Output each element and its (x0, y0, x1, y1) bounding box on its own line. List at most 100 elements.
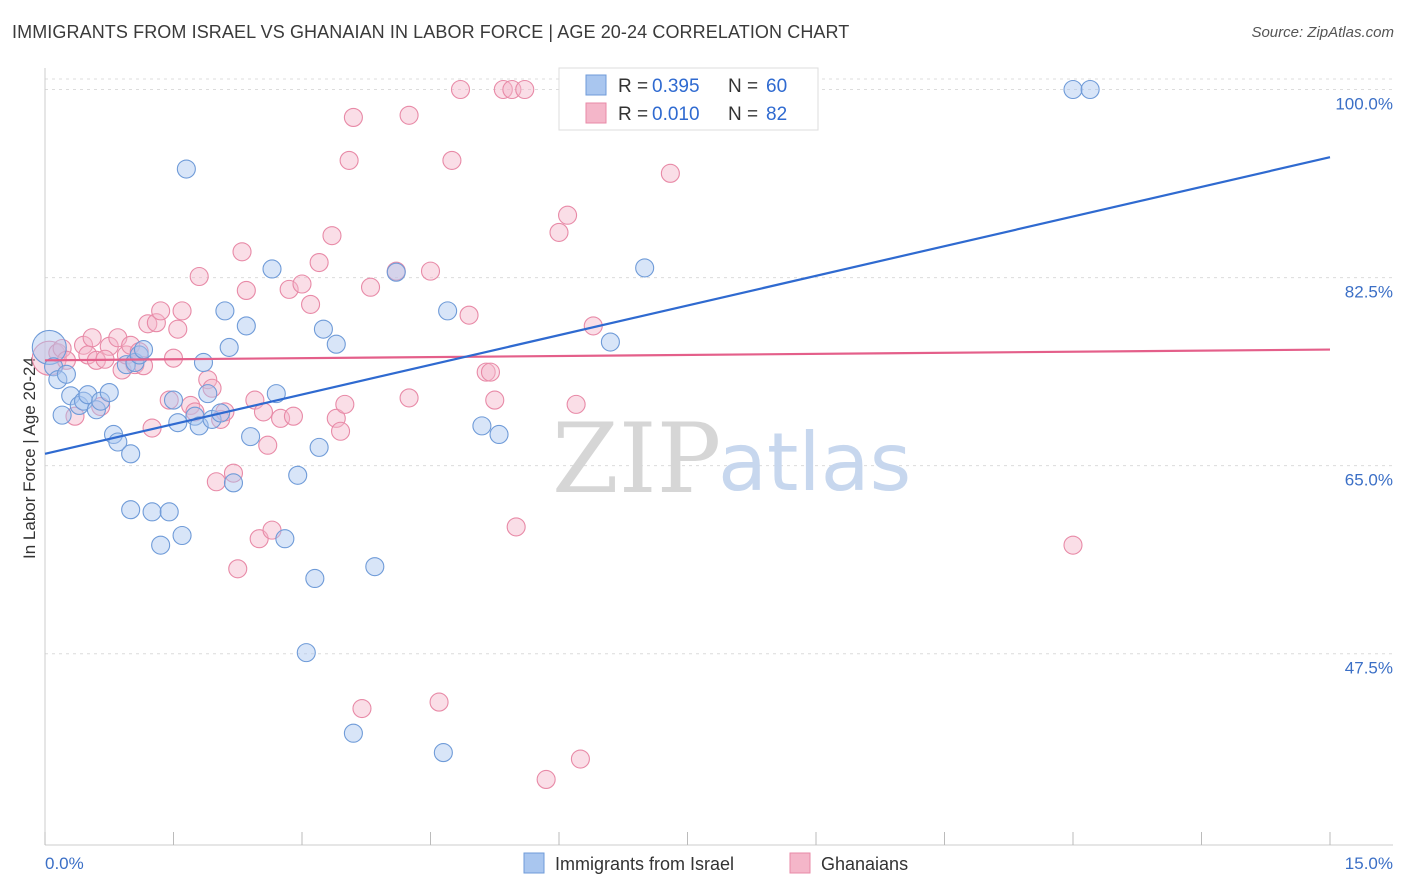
ghanaians-point (189, 266, 209, 287)
ghanaians-point (459, 305, 479, 325)
ghanaians-point (146, 313, 166, 333)
x-tick-marks (44, 832, 1331, 845)
y-axis-label: In Labor Force | Age 20-24 (20, 357, 39, 559)
israel-point (433, 743, 453, 763)
israel-points (31, 79, 1100, 763)
ghanaians-point (480, 362, 501, 382)
israel-point (163, 390, 184, 410)
israel-point (215, 301, 235, 321)
israel-point (489, 424, 509, 445)
y-tick-labels: 47.5% 65.0% 82.5% 100.0% (1335, 94, 1393, 677)
israel-point (159, 502, 179, 522)
israel-trend-line (44, 156, 1331, 455)
ghanaians-point (151, 301, 171, 321)
ghanaians-point (1063, 535, 1083, 555)
legend-pink-n-label: N = (728, 104, 758, 125)
ghanaians-point (360, 277, 381, 297)
y-tick-label: 100.0% (1335, 94, 1393, 113)
ghanaians-point (283, 406, 303, 426)
israel-point (219, 337, 239, 357)
israel-point (172, 525, 192, 546)
ghanaians-point (399, 105, 419, 125)
israel-point (266, 384, 286, 404)
israel-point (223, 473, 244, 493)
israel-point (275, 529, 295, 549)
israel-point (121, 500, 141, 520)
israel-point (31, 329, 67, 365)
ghanaians-point (236, 280, 256, 301)
ghanaians-point (292, 274, 312, 294)
watermark: ZIP atlas (552, 403, 911, 515)
israel-point (86, 400, 106, 420)
ghanaians-point (279, 279, 299, 299)
israel-point (386, 262, 406, 282)
ghanaians-point (168, 319, 188, 339)
chart-title: IMMIGRANTS FROM ISRAEL VS GHANAIAN IN LA… (12, 22, 850, 42)
israel-point (343, 723, 363, 743)
israel-point (365, 557, 385, 577)
ghanaians-point (301, 294, 321, 314)
israel-point (326, 334, 346, 354)
ghanaians-point (485, 390, 505, 410)
y-tick-label: 47.5% (1345, 659, 1393, 678)
israel-point (472, 416, 492, 436)
israel-point (1080, 79, 1100, 100)
watermark-zip: ZIP (552, 403, 721, 515)
israel-point (151, 535, 171, 555)
ghanaians-point (566, 394, 586, 414)
israel-point (241, 427, 261, 447)
israel-point (236, 316, 256, 336)
bottom-legend-swatch-blue (523, 852, 545, 874)
ghanaians-point (232, 242, 252, 262)
watermark-atlas: atlas (718, 416, 911, 509)
israel-point (438, 301, 458, 321)
ghanaians-point (309, 252, 329, 273)
ghanaians-point (558, 205, 578, 225)
bottom-legend-swatch-pink (789, 852, 811, 874)
ghanaians-point (420, 261, 441, 281)
legend-blue-r-label: R = (618, 76, 648, 97)
ghanaians-point (352, 698, 372, 719)
israel-point (305, 568, 325, 589)
axes (44, 68, 1393, 846)
israel-point (309, 437, 329, 457)
bottom-legend: Immigrants from Israel Ghanaians (523, 852, 908, 874)
israel-point (133, 340, 154, 360)
israel-point (600, 332, 620, 352)
ghanaians-trend-line (44, 348, 1331, 362)
bottom-legend-pink-label: Ghanaians (821, 854, 908, 874)
ghanaians-point (52, 338, 72, 359)
ghanaians-point (536, 769, 556, 789)
stats-legend: R = 0.395 N = 60 R = 0.010 N = 82 (558, 67, 819, 131)
ghanaians-point (506, 517, 526, 537)
legend-swatch-blue (585, 74, 607, 96)
ghanaians-point (228, 559, 248, 579)
ghanaians-point (549, 222, 569, 242)
legend-pink-n-value: 82 (766, 104, 787, 125)
ghanaians-point (223, 463, 244, 483)
israel-point (262, 259, 282, 279)
legend-pink-r-label: R = (618, 104, 648, 125)
legend-blue-n-value: 60 (766, 76, 787, 97)
bottom-legend-blue-label: Immigrants from Israel (555, 854, 734, 874)
ghanaians-point (570, 749, 590, 769)
israel-point (198, 384, 218, 404)
israel-point (296, 643, 316, 663)
legend-blue-r-value: 0.395 (652, 76, 700, 97)
ghanaians-point (343, 107, 363, 127)
ghanaians-point (258, 435, 278, 455)
legend-blue-n-label: N = (728, 76, 758, 97)
ghanaians-point (82, 328, 102, 348)
israel-point (1063, 79, 1083, 100)
x-tick-label-min: 0.0% (45, 854, 84, 873)
israel-point (176, 159, 196, 179)
ghanaians-point (159, 390, 179, 410)
israel-point (288, 465, 308, 485)
israel-point (193, 352, 214, 373)
y-tick-label: 65.0% (1345, 471, 1393, 490)
israel-point (52, 405, 72, 425)
y-tick-label: 82.5% (1345, 283, 1393, 302)
ghanaians-point (322, 226, 342, 246)
ghanaians-point (335, 394, 355, 414)
ghanaians-point (206, 472, 226, 492)
